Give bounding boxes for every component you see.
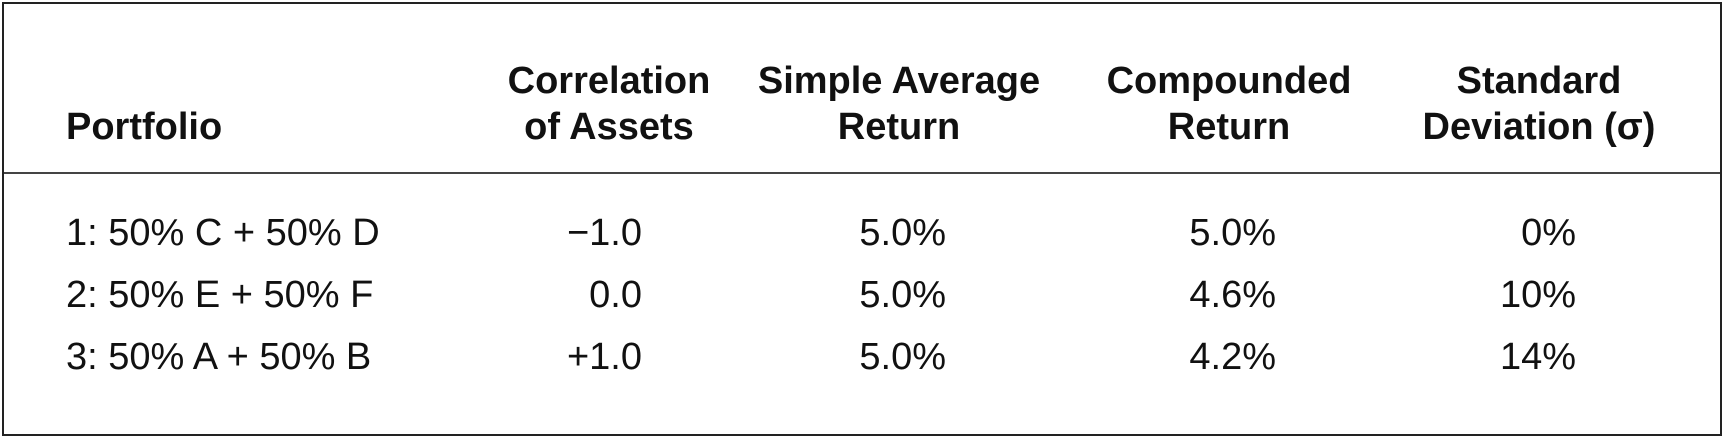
header-correlation: Correlation of Assets — [459, 58, 759, 150]
row-1-compounded: 5.0% — [1189, 212, 1276, 254]
row-3-std-dev: 14% — [1499, 336, 1576, 378]
header-std-dev-line-1: Standard — [1456, 60, 1622, 102]
header-compounded: Compounded Return — [1079, 58, 1379, 150]
row-3-simple-average: 5.0% — [859, 336, 946, 378]
header-correlation-line-1: Correlation — [507, 60, 711, 102]
row-2-portfolio: 2: 50% E + 50% F — [66, 274, 374, 316]
row-3-correlation: +1.0 — [566, 336, 642, 378]
table-frame: Portfolio Correlation of Assets Simple A… — [2, 2, 1722, 436]
header-portfolio: Portfolio — [66, 104, 222, 150]
header-std-dev-line-2: Deviation (σ) — [1422, 106, 1656, 148]
row-1-correlation: −1.0 — [566, 212, 642, 254]
header-compounded-line-1: Compounded — [1106, 60, 1352, 102]
row-1-simple-average: 5.0% — [859, 212, 946, 254]
header-simple-average-line-2: Return — [837, 106, 961, 148]
header-correlation-line-2: of Assets — [524, 106, 694, 148]
row-2-simple-average: 5.0% — [859, 274, 946, 316]
header-compounded-line-2: Return — [1167, 106, 1291, 148]
row-3-portfolio: 3: 50% A + 50% B — [66, 336, 372, 378]
row-2-compounded: 4.6% — [1189, 274, 1276, 316]
header-divider — [4, 172, 1720, 174]
row-2-correlation: 0.0 — [589, 274, 642, 316]
row-1-std-dev: 0% — [1521, 212, 1576, 254]
row-3-compounded: 4.2% — [1189, 336, 1276, 378]
header-portfolio-line-1: Portfolio — [66, 106, 223, 148]
header-simple-average-line-1: Simple Average — [757, 60, 1041, 102]
row-2-std-dev: 10% — [1499, 274, 1576, 316]
header-std-dev: Standard Deviation (σ) — [1389, 58, 1689, 150]
header-simple-average: Simple Average Return — [734, 58, 1064, 150]
row-1-portfolio: 1: 50% C + 50% D — [66, 212, 380, 254]
